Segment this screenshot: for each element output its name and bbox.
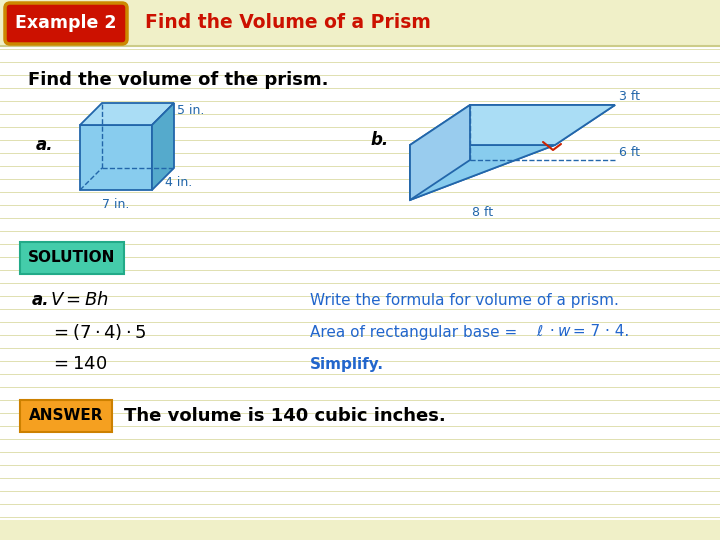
FancyBboxPatch shape: [20, 400, 112, 432]
Text: Find the Volume of a Prism: Find the Volume of a Prism: [145, 14, 431, 32]
Polygon shape: [410, 105, 615, 200]
Text: 3 ft: 3 ft: [619, 90, 640, 103]
Text: $V = Bh$: $V = Bh$: [50, 291, 109, 309]
Polygon shape: [410, 105, 470, 200]
Text: = 7 · 4.: = 7 · 4.: [568, 325, 629, 340]
Text: The volume is 140 cubic inches.: The volume is 140 cubic inches.: [124, 407, 446, 425]
Text: b.: b.: [370, 131, 388, 149]
Polygon shape: [410, 105, 615, 145]
FancyBboxPatch shape: [0, 46, 720, 540]
Polygon shape: [80, 103, 174, 125]
Text: 7 in.: 7 in.: [102, 198, 130, 211]
Text: Write the formula for volume of a prism.: Write the formula for volume of a prism.: [310, 293, 619, 307]
FancyBboxPatch shape: [0, 520, 720, 540]
Polygon shape: [410, 145, 555, 200]
Text: a.: a.: [32, 291, 50, 309]
Text: $w$: $w$: [557, 325, 572, 340]
Text: $= (7 \cdot 4) \cdot 5$: $= (7 \cdot 4) \cdot 5$: [50, 322, 146, 342]
FancyBboxPatch shape: [5, 3, 127, 44]
Text: Simplify.: Simplify.: [310, 356, 384, 372]
Text: $\ell$: $\ell$: [536, 325, 544, 340]
Text: ·: ·: [545, 325, 559, 340]
Text: ANSWER: ANSWER: [29, 408, 103, 423]
Polygon shape: [152, 103, 174, 190]
Text: $= 140$: $= 140$: [50, 355, 107, 373]
Text: 6 ft: 6 ft: [619, 146, 640, 159]
Polygon shape: [470, 105, 615, 160]
FancyBboxPatch shape: [20, 242, 124, 274]
Text: Find the volume of the prism.: Find the volume of the prism.: [28, 71, 328, 89]
Text: 5 in.: 5 in.: [177, 104, 204, 117]
FancyBboxPatch shape: [0, 0, 720, 46]
Polygon shape: [80, 125, 152, 190]
Text: Example 2: Example 2: [15, 14, 117, 32]
Text: Area of rectangular base =: Area of rectangular base =: [310, 325, 522, 340]
Text: 4 in.: 4 in.: [165, 177, 192, 190]
Text: 8 ft: 8 ft: [472, 206, 493, 219]
Text: SOLUTION: SOLUTION: [28, 251, 116, 266]
Text: a.: a.: [36, 136, 53, 154]
